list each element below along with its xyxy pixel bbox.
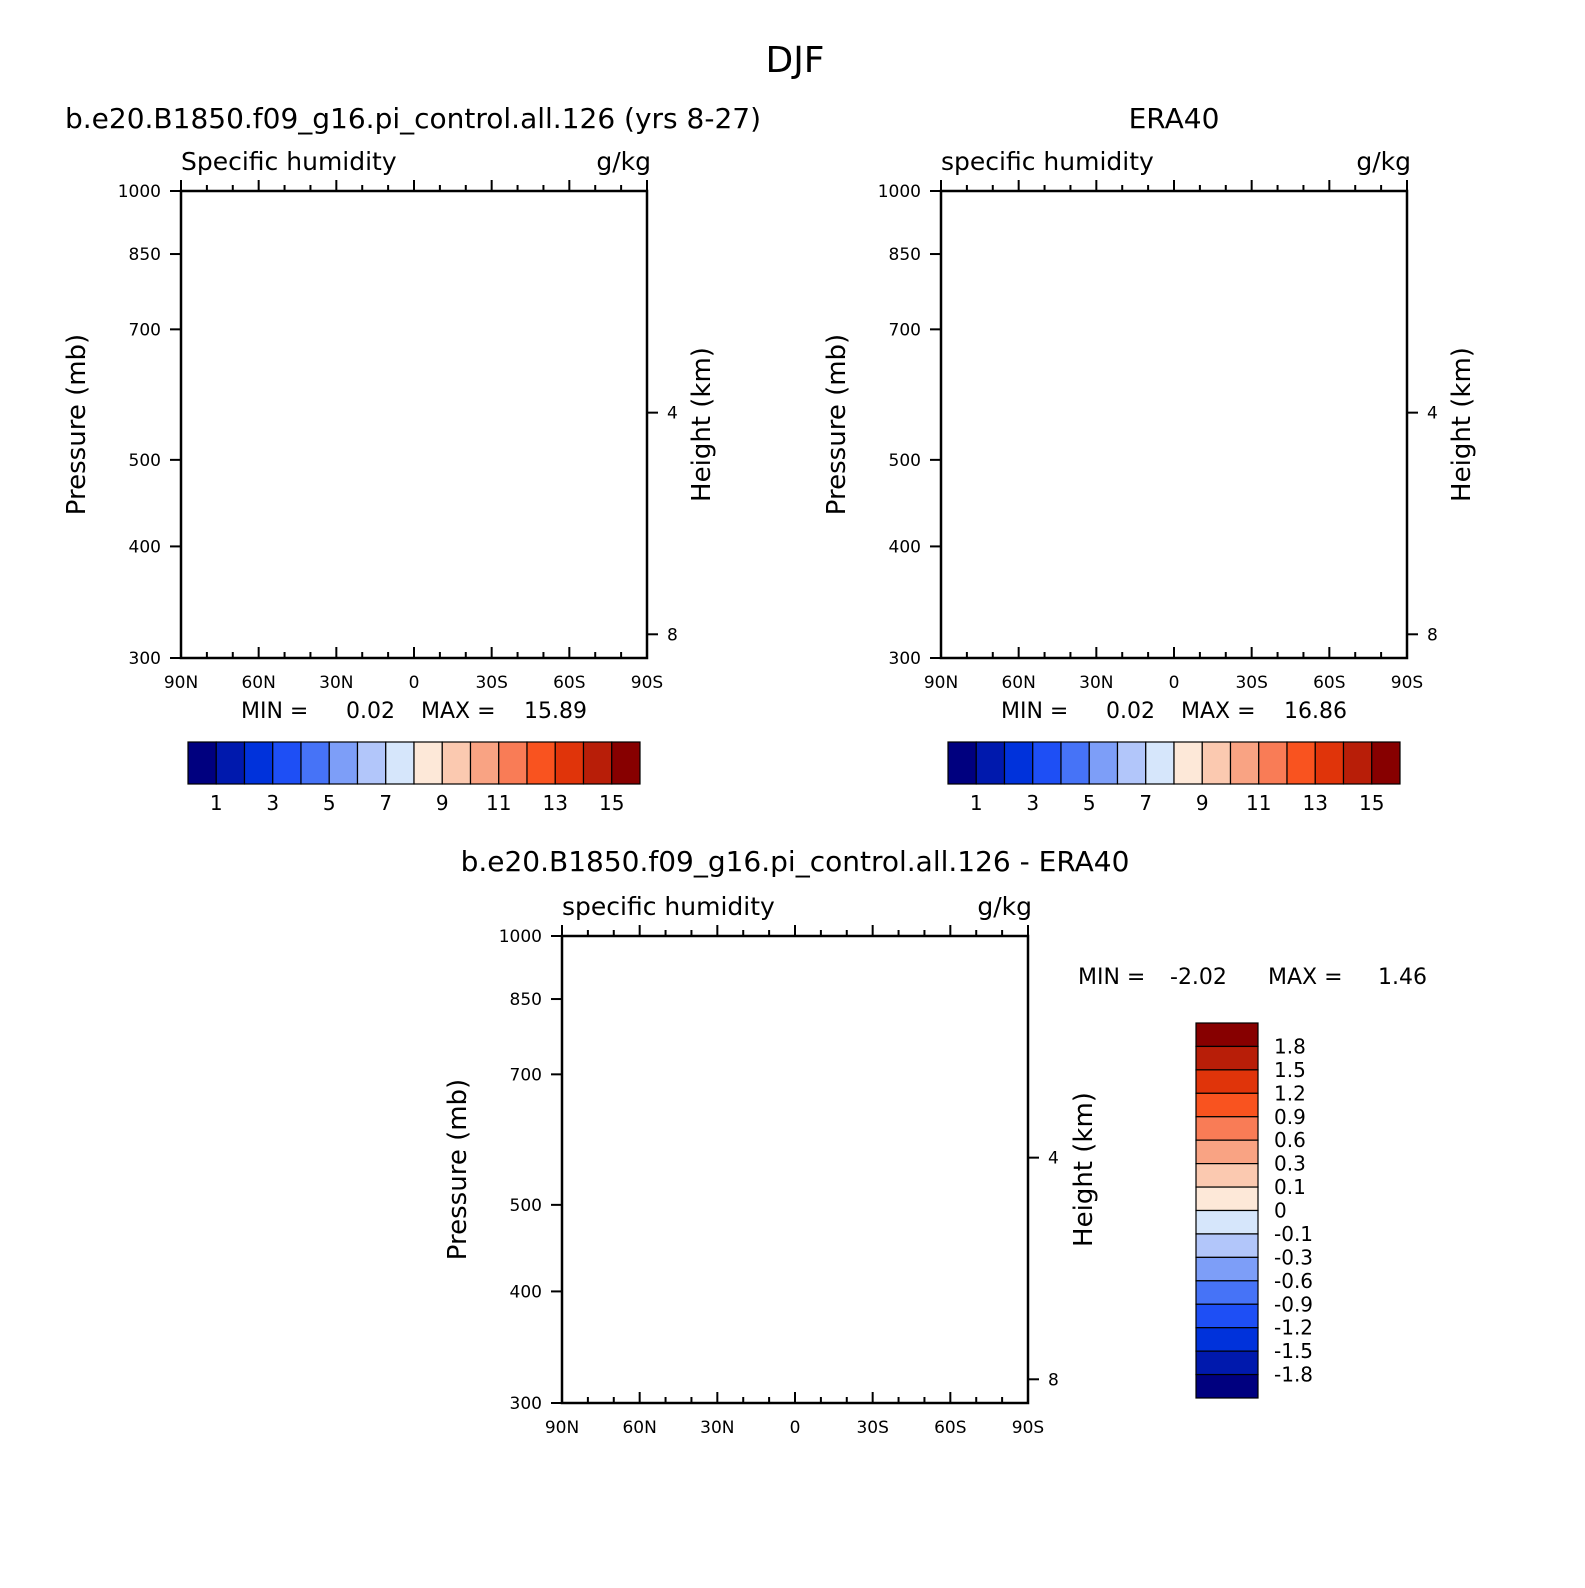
panel-model-right-label: g/kg bbox=[596, 147, 651, 176]
panel-model: b.e20.B1850.f09_g16.pi_control.all.126 (… bbox=[62, 102, 761, 815]
figure-title: DJF bbox=[765, 40, 824, 81]
panel-model-title: b.e20.B1850.f09_g16.pi_control.all.126 (… bbox=[65, 102, 761, 135]
panel-model-left-label: Specific humidity bbox=[181, 147, 397, 176]
